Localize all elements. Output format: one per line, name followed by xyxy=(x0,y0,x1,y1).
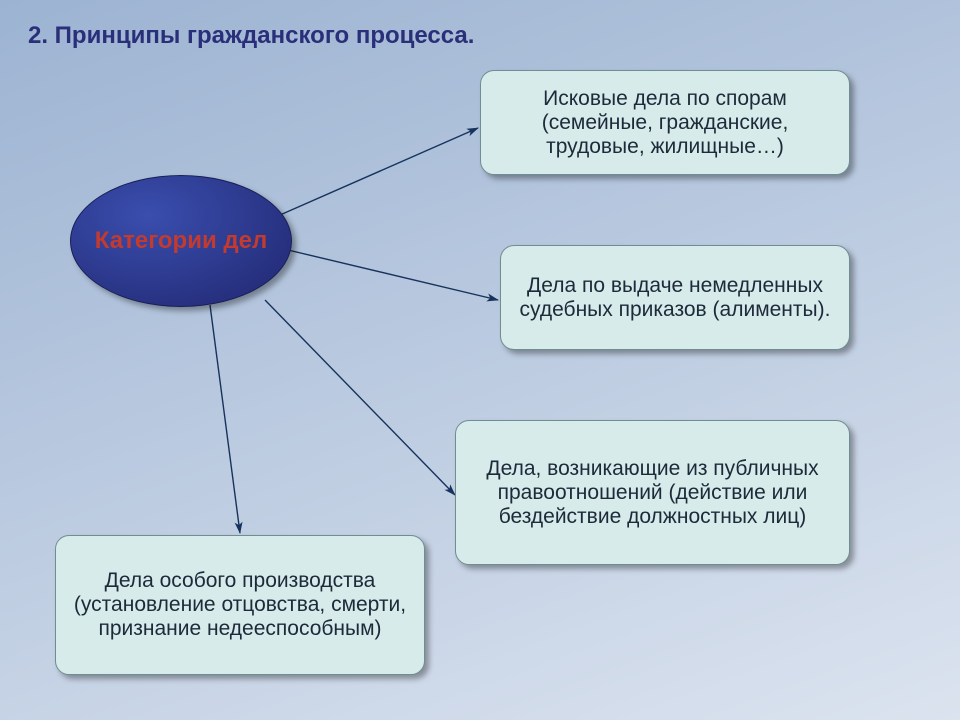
box-special: Дела особого производства (установление … xyxy=(55,535,425,675)
arrow-1 xyxy=(288,250,498,300)
box-special-label: Дела особого производства (установление … xyxy=(70,569,410,641)
arrow-0 xyxy=(280,128,478,215)
center-node-categories: Категории дел xyxy=(70,175,292,307)
arrow-2 xyxy=(265,300,455,495)
box-orders-label: Дела по выдаче немедленных судебных прик… xyxy=(515,274,835,322)
box-disputes: Исковые дела по спорам (семейные, гражда… xyxy=(480,70,850,175)
center-node-label: Категории дел xyxy=(95,227,267,255)
box-orders: Дела по выдаче немедленных судебных прик… xyxy=(500,245,850,350)
slide-title: 2. Принципы гражданского процесса. xyxy=(28,22,474,50)
box-disputes-label: Исковые дела по спорам (семейные, гражда… xyxy=(495,87,835,159)
box-public: Дела, возникающие из публичных правоотно… xyxy=(455,420,850,565)
slide: 2. Принципы гражданского процесса. Катег… xyxy=(0,0,960,720)
box-public-label: Дела, возникающие из публичных правоотно… xyxy=(470,457,835,529)
arrow-3 xyxy=(210,305,240,533)
